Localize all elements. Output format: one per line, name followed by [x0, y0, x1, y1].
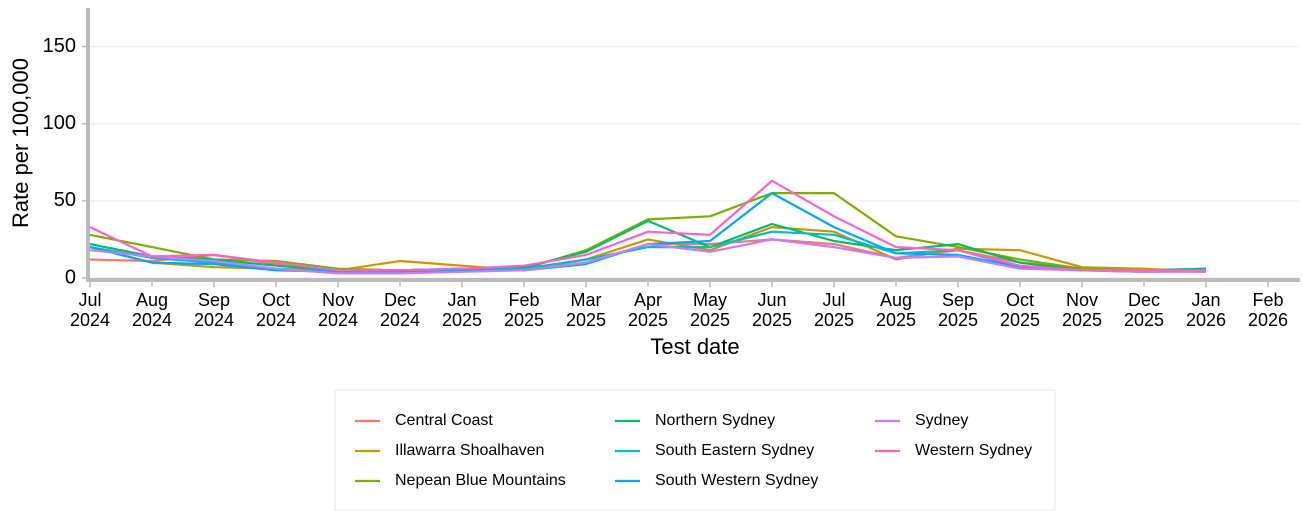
legend-label: Northern Sydney: [655, 412, 775, 429]
legend-label: Central Coast: [395, 412, 493, 429]
series-line: [89, 192, 1207, 272]
x-tick-label: Apr 2025: [627, 290, 669, 330]
legend-label: Western Sydney: [915, 442, 1032, 459]
y-tick-label: 150: [43, 35, 76, 57]
x-axis-line: [86, 278, 1300, 282]
legend-label: Sydney: [915, 412, 968, 429]
x-tick-label: Aug 2024: [131, 290, 173, 330]
x-tick-label: Feb 2026: [1247, 290, 1289, 330]
x-tick-label: Mar 2025: [565, 290, 607, 330]
x-tick-label: Jan 2026: [1185, 290, 1227, 330]
series-line: [89, 219, 1207, 272]
y-tick-label: 50: [54, 189, 76, 211]
x-tick-label: May 2025: [689, 290, 731, 330]
x-tick-label: Nov 2024: [317, 290, 359, 330]
x-tick-label: Dec 2024: [379, 290, 421, 330]
legend-box: [334, 389, 1056, 511]
y-axis-line: [86, 8, 90, 280]
x-tick-label: Oct 2024: [255, 290, 297, 330]
series-line: [89, 238, 1206, 275]
x-tick-label: Nov 2025: [1061, 290, 1103, 330]
y-tick-label: 0: [65, 266, 76, 288]
x-axis-title: Test date: [650, 334, 739, 359]
legend-label: South Eastern Sydney: [655, 442, 814, 459]
x-tick-label: Jan 2025: [441, 290, 483, 330]
x-tick-label: Aug 2025: [875, 290, 917, 330]
legend-label: South Western Sydney: [655, 472, 818, 489]
x-tick-label: Dec 2025: [1123, 290, 1165, 330]
legend-label: Nepean Blue Mountains: [395, 472, 566, 489]
x-tick-label: Oct 2025: [999, 290, 1041, 330]
x-tick-label: Feb 2025: [503, 290, 545, 330]
series-line: [89, 179, 1206, 272]
x-tick-label: Sep 2025: [937, 290, 979, 330]
x-tick-label: Jul 2025: [813, 290, 855, 330]
x-tick-label: Jun 2025: [751, 290, 793, 330]
x-tick-label: Jul 2024: [69, 290, 111, 330]
legend: Central Coast Illawarra Shoalhaven Nepean …: [334, 389, 1056, 511]
y-axis-title: Rate per 100,000: [8, 58, 33, 228]
y-tick-label: 100: [43, 112, 76, 134]
x-tick-label: Sep 2024: [193, 290, 235, 330]
legend-label: Illawarra Shoalhaven: [395, 442, 544, 459]
